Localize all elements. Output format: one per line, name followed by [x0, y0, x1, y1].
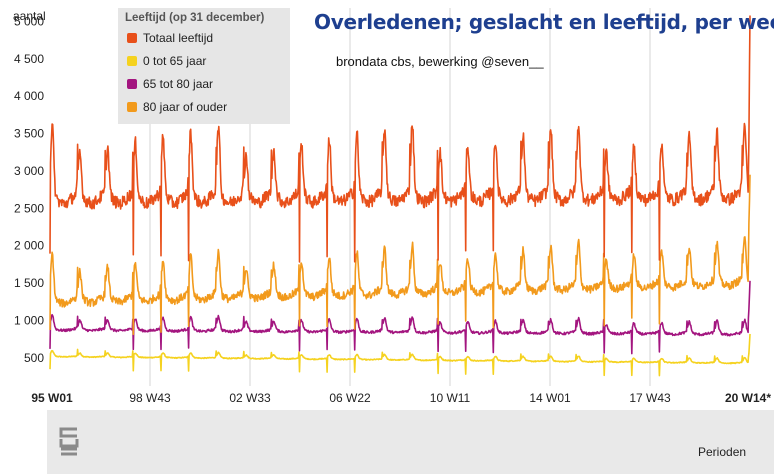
y-axis: 500 1 000 1 500 2 000 2 500 3 000 3 500 4 000 4 … — [14, 14, 44, 364]
y-axis-label: aantal — [13, 9, 46, 23]
legend-swatch-65-80 — [127, 78, 137, 89]
chart-subtitle: brondata cbs, bewerking @seven__ — [336, 54, 544, 69]
series-layer — [49, 15, 751, 377]
y-tick-label: 2 000 — [14, 239, 44, 253]
x-tick-label: 17 W43 — [629, 391, 671, 405]
x-tick-label: 06 W22 — [329, 391, 371, 405]
x-axis-label: Perioden — [698, 445, 747, 459]
series-line-2 — [49, 280, 751, 355]
y-tick-label: 3 500 — [14, 127, 44, 141]
legend-item-0-65[interactable]: 0 tot 65 jaar — [127, 49, 290, 72]
x-axis-strip — [47, 386, 774, 410]
series-line-3 — [49, 174, 751, 336]
x-tick-label: 02 W33 — [229, 391, 271, 405]
legend-label-65-80: 65 tot 80 jaar — [143, 76, 214, 91]
legend-label-totaal: Totaal leeftijd — [143, 30, 214, 45]
legend-label-0-65: 0 tot 65 jaar — [143, 53, 207, 68]
series-line-1 — [49, 333, 751, 377]
legend-swatch-80-plus — [127, 101, 137, 112]
y-tick-label: 4 000 — [14, 89, 44, 103]
x-tick-label: 95 W01 — [31, 391, 73, 405]
y-tick-label: 5 000 — [14, 14, 44, 28]
legend-item-totaal[interactable]: Totaal leeftijd — [127, 26, 290, 49]
chart-title: Overledenen; geslacht en leeftijd, per w… — [314, 10, 774, 34]
legend-item-80-plus[interactable]: 80 jaar of ouder — [127, 95, 290, 118]
cbs-logo-icon — [59, 427, 79, 456]
legend-title: Leeftijd (op 31 december) — [125, 12, 265, 24]
x-tick-label: 14 W01 — [529, 391, 571, 405]
y-tick-label: 2 500 — [14, 201, 44, 215]
y-tick-label: 1 500 — [14, 276, 44, 290]
legend-swatch-0-65 — [127, 55, 137, 66]
x-tick-label: 98 W43 — [129, 391, 171, 405]
x-tick-label: 10 W11 — [430, 391, 471, 405]
y-tick-label: 500 — [24, 351, 44, 365]
legend: Leeftijd (op 31 december) Totaal leeftij… — [118, 8, 290, 124]
y-tick-label: 3 000 — [14, 164, 44, 178]
x-axis: 95 W01 98 W43 02 W33 06 W22 10 W11 14 W01 17 W… — [31, 391, 771, 405]
legend-label-80-plus: 80 jaar of ouder — [143, 99, 228, 114]
y-tick-label: 4 500 — [14, 52, 44, 66]
legend-item-65-80[interactable]: 65 tot 80 jaar — [127, 72, 290, 95]
y-tick-label: 1 000 — [14, 313, 44, 327]
series-line-0 — [49, 15, 751, 263]
legend-swatch-totaal — [127, 32, 137, 43]
x-tick-label: 20 W14* — [725, 391, 771, 405]
